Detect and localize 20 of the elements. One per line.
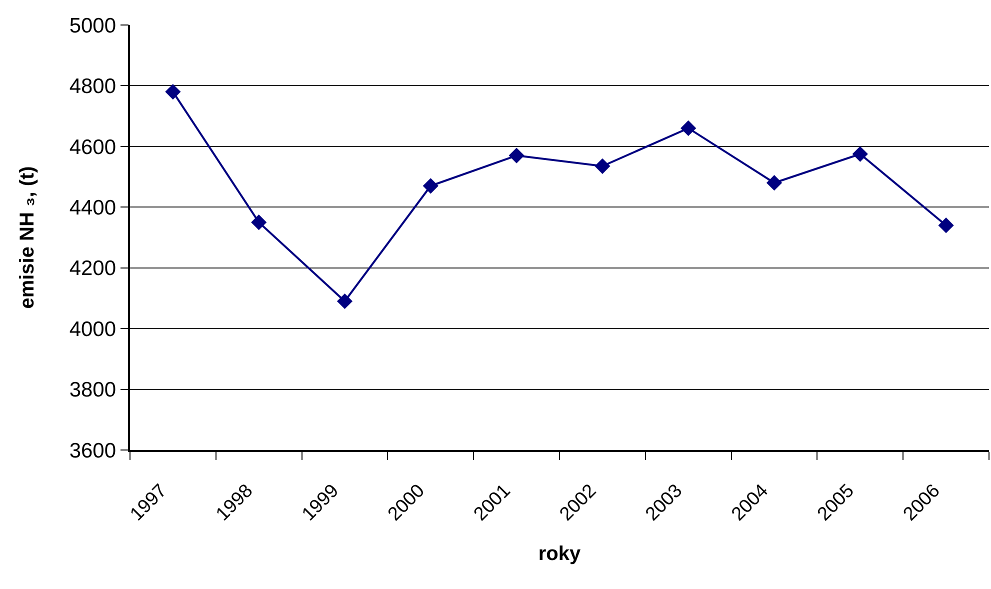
point (680, 120, 696, 136)
y-axis-title: emisie NH ₃, (t) (16, 166, 38, 309)
y-tick-label: 3600 (69, 439, 116, 462)
point (251, 214, 267, 230)
y-tick-label: 4000 (69, 318, 116, 341)
point (508, 148, 524, 164)
point (165, 84, 181, 100)
point (422, 178, 438, 194)
point (938, 218, 954, 234)
y-tick-label: 4800 (69, 75, 116, 98)
point (852, 146, 868, 162)
y-tick-label: 5000 (69, 14, 116, 38)
x-axis-title: roky (538, 543, 582, 566)
point (594, 158, 610, 174)
y-tick-label: 4200 (69, 257, 116, 280)
y-tick-label: 3800 (69, 378, 116, 402)
point (766, 175, 782, 191)
point (336, 293, 353, 310)
y-tick-label: 4600 (69, 136, 116, 159)
y-tick-label: 4400 (69, 196, 116, 220)
